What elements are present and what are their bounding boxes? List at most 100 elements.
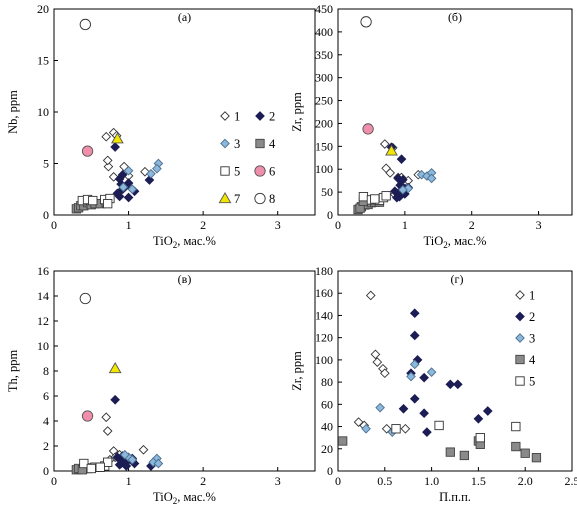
y-tick-label: 60	[321, 397, 333, 411]
x-tick-label: 0	[51, 474, 57, 488]
data-point-group-5	[103, 199, 113, 209]
y-tick-label: 450	[315, 2, 333, 16]
legend-marker-1	[220, 111, 230, 121]
data-point-group-2	[445, 379, 456, 390]
data-point-group-5	[434, 420, 444, 431]
data-point-group-3	[127, 454, 138, 465]
y-tick-label: 160	[315, 286, 333, 300]
data-point-group-2	[114, 191, 125, 202]
y-tick-label: 100	[315, 353, 333, 367]
x-tick-label: 1.5	[471, 474, 486, 488]
legend-label-6: 6	[269, 165, 275, 179]
data-point-group-7	[108, 361, 122, 374]
data-point-group-2	[396, 154, 407, 164]
x-tick-label: 2	[200, 474, 206, 488]
data-point-group-4	[445, 447, 455, 457]
data-point-group-5	[391, 424, 401, 434]
y-axis-label: Zr, ppm	[290, 351, 304, 391]
legend-label-2: 2	[529, 310, 535, 324]
legend-label-5: 5	[529, 375, 535, 389]
y-tick-label: 350	[315, 48, 333, 62]
legend-label-7: 7	[234, 192, 240, 206]
data-point-group-2	[452, 379, 463, 390]
x-tick-label: 3	[275, 474, 281, 488]
data-point-group-5	[358, 192, 369, 202]
data-point-group-3	[426, 367, 437, 377]
y-axis-label: Nb, ppm	[6, 90, 20, 134]
x-axis-label: TiO2, мас.%	[424, 234, 487, 250]
data-point-group-2	[409, 308, 420, 319]
data-point-group-3	[120, 449, 130, 460]
y-tick-label: 120	[315, 331, 333, 345]
x-tick-label: 0.5	[377, 474, 392, 488]
data-point-group-3	[406, 371, 416, 382]
y-tick-label: 40	[321, 420, 333, 434]
data-point-group-2	[422, 427, 432, 437]
y-tick-label: 10	[37, 339, 49, 353]
data-point-group-5	[95, 462, 105, 472]
data-point-group-1	[385, 168, 395, 178]
data-point-group-3	[398, 184, 408, 195]
data-point-group-2	[419, 372, 429, 383]
legend-label-4: 4	[529, 353, 536, 367]
data-point-group-1	[400, 423, 411, 434]
plot-frame	[337, 270, 573, 472]
y-tick-label: 150	[315, 139, 333, 153]
y-tick-label: 15	[37, 54, 49, 68]
y-tick-label: 5	[43, 157, 49, 171]
x-tick-label: 0	[51, 218, 57, 232]
y-tick-label: 0	[327, 464, 333, 478]
data-point-group-7	[385, 144, 398, 156]
data-point-group-2	[114, 459, 125, 470]
data-point-group-8	[79, 292, 91, 305]
data-point-group-1	[101, 412, 112, 423]
plot-frame	[53, 270, 316, 472]
legend-label-2: 2	[269, 110, 275, 124]
data-point-group-1	[372, 357, 383, 367]
data-point-group-5	[370, 194, 380, 204]
legend-marker-1	[515, 290, 525, 300]
panel-1: 0 5 10 15 20 0 1 2 3 (а) Nb, ppm TiO2, мас.% 1 2 3 4 5 6 7…	[6, 2, 316, 250]
data-point-group-1	[102, 155, 113, 166]
x-tick-label: 0	[335, 218, 341, 232]
x-axis-label: TiO2, мас.%	[153, 234, 216, 250]
y-tick-label: 0	[43, 208, 49, 222]
x-tick-label: 3	[536, 218, 542, 232]
panel-2: 0 50 100 150 200 250 300 350 400 450 0 1 2 3 (б) Zr, pp…	[290, 2, 573, 250]
data-point-group-5	[381, 191, 391, 201]
legend-marker-3	[220, 138, 230, 149]
y-tick-label: 50	[321, 185, 333, 199]
y-axis-label: Th, ppm	[6, 350, 20, 393]
data-point-group-2	[110, 394, 120, 405]
data-point-group-1	[138, 444, 149, 455]
x-tick-label: 1	[402, 218, 408, 232]
data-point-group-2	[123, 192, 134, 203]
y-tick-label: 2	[43, 439, 49, 453]
y-tick-label: 16	[37, 264, 49, 278]
data-point-group-2	[391, 192, 402, 203]
panel-label: (а)	[178, 10, 191, 24]
y-tick-label: 0	[43, 464, 49, 478]
y-tick-label: 80	[321, 375, 333, 389]
x-axis-label: П.п.п.	[439, 490, 471, 504]
legend-label-8: 8	[269, 192, 275, 206]
data-point-group-1	[379, 139, 390, 149]
y-tick-label: 6	[43, 389, 49, 403]
data-point-group-5	[511, 421, 521, 432]
data-point-group-2	[123, 178, 134, 188]
panel-label: (в)	[178, 272, 192, 286]
legend-label-3: 3	[529, 332, 535, 346]
data-point-group-2	[419, 408, 429, 419]
y-tick-label: 300	[315, 71, 333, 85]
data-point-group-1	[379, 368, 390, 379]
x-tick-label: 1	[126, 474, 132, 488]
x-tick-label: 3	[275, 218, 281, 232]
y-tick-label: 20	[37, 2, 49, 16]
data-point-group-3	[375, 402, 385, 413]
data-point-group-4	[520, 448, 530, 458]
legend-label-3: 3	[234, 137, 240, 151]
legend-label-1: 1	[529, 289, 535, 303]
data-point-group-5	[103, 457, 113, 467]
x-tick-label: 2.5	[565, 474, 577, 488]
